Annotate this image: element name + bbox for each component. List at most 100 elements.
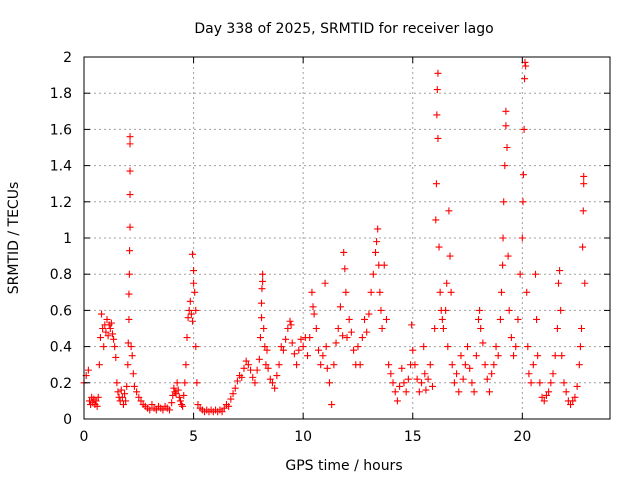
data-point xyxy=(262,361,270,369)
data-point xyxy=(137,397,145,405)
data-point xyxy=(286,317,294,325)
data-point xyxy=(288,339,296,347)
data-point xyxy=(579,207,587,215)
data-point xyxy=(376,288,384,296)
data-point xyxy=(159,406,167,414)
data-point xyxy=(413,375,421,383)
data-point xyxy=(433,111,441,119)
y-tick-label: 1.6 xyxy=(50,122,72,138)
data-point xyxy=(536,379,544,387)
data-point xyxy=(404,375,412,383)
data-point xyxy=(434,69,442,77)
data-point xyxy=(569,397,577,405)
data-point xyxy=(389,379,397,387)
data-point xyxy=(524,343,532,351)
data-point xyxy=(557,306,565,314)
data-point xyxy=(514,315,522,323)
x-tick-label: 5 xyxy=(189,429,198,445)
data-point xyxy=(332,339,340,347)
data-point xyxy=(172,390,180,398)
data-point xyxy=(521,75,529,83)
data-point xyxy=(350,346,358,354)
data-point xyxy=(135,393,143,401)
data-point xyxy=(560,379,568,387)
data-point xyxy=(400,379,408,387)
data-point xyxy=(113,379,121,387)
data-point xyxy=(340,248,348,256)
data-point xyxy=(492,343,500,351)
y-tick-label: 1.4 xyxy=(50,159,72,175)
data-point xyxy=(173,379,181,387)
data-point xyxy=(529,361,537,369)
data-point xyxy=(442,306,450,314)
data-point xyxy=(117,386,125,394)
data-point xyxy=(295,346,303,354)
data-point xyxy=(468,379,476,387)
data-point xyxy=(481,361,489,369)
data-point xyxy=(193,379,201,387)
data-point xyxy=(533,315,541,323)
data-point xyxy=(562,388,570,396)
data-point xyxy=(439,325,447,332)
data-point xyxy=(315,346,323,354)
data-point xyxy=(258,285,266,293)
data-point xyxy=(187,310,195,318)
data-point xyxy=(553,325,561,332)
data-point xyxy=(477,325,485,332)
data-point xyxy=(260,325,268,332)
data-point xyxy=(125,315,133,323)
data-point xyxy=(380,261,388,269)
data-point xyxy=(229,390,237,398)
data-point xyxy=(438,315,446,323)
data-point xyxy=(420,343,428,351)
data-point xyxy=(233,377,241,385)
data-point xyxy=(130,382,138,390)
data-point xyxy=(258,314,266,322)
data-point xyxy=(244,361,252,369)
data-point xyxy=(290,350,298,358)
data-point xyxy=(377,306,385,314)
data-point xyxy=(312,325,320,332)
data-point xyxy=(445,207,453,215)
data-point xyxy=(470,388,478,396)
data-point xyxy=(503,144,511,151)
data-point xyxy=(443,279,451,287)
data-point xyxy=(227,395,235,403)
data-point xyxy=(175,393,183,401)
y-tick-label: 0.6 xyxy=(50,303,72,319)
data-point xyxy=(498,288,506,296)
data-point xyxy=(261,343,269,351)
chart-title: Day 338 of 2025, SRMTID for receiver lag… xyxy=(194,21,493,37)
data-point xyxy=(336,303,344,311)
data-point xyxy=(499,261,507,269)
data-point xyxy=(341,265,349,273)
data-point xyxy=(433,86,441,94)
x-tick-label: 20 xyxy=(513,429,531,445)
data-point xyxy=(255,355,263,363)
data-point xyxy=(485,388,493,396)
data-point xyxy=(464,343,472,351)
data-point xyxy=(339,332,347,340)
data-point xyxy=(308,288,316,296)
data-point xyxy=(181,379,189,387)
data-point xyxy=(567,401,575,409)
data-point xyxy=(330,361,338,369)
data-point xyxy=(306,334,314,342)
data-point xyxy=(466,364,474,372)
data-point xyxy=(453,370,461,378)
data-point xyxy=(124,361,132,369)
data-point xyxy=(373,238,381,246)
data-point xyxy=(238,373,246,381)
data-point xyxy=(472,352,480,360)
data-point xyxy=(287,321,295,329)
data-point xyxy=(118,393,126,401)
data-point xyxy=(512,343,520,351)
data-point xyxy=(106,325,114,332)
data-point xyxy=(579,243,587,251)
data-point xyxy=(369,270,377,278)
data-point xyxy=(393,397,401,405)
data-point xyxy=(501,162,509,170)
data-point xyxy=(461,361,469,369)
data-point xyxy=(378,325,386,332)
data-point xyxy=(411,361,419,369)
